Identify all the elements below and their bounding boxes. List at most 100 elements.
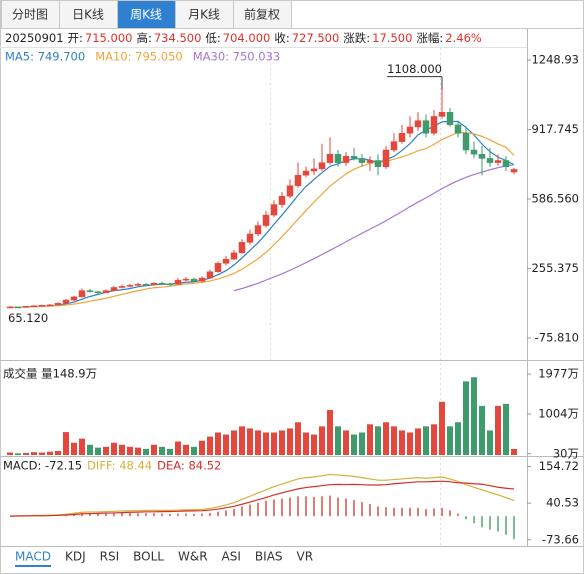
ma-line — [9, 120, 515, 308]
candle-body — [406, 126, 414, 134]
candle-body — [502, 160, 510, 168]
candle-body — [22, 306, 30, 308]
tab-label[interactable]: 分时图 — [12, 8, 48, 22]
indicator-tab[interactable]: VR — [297, 550, 314, 564]
macd-legend: DIFF: 48.44 — [87, 459, 152, 473]
volume-bar — [271, 432, 277, 455]
low-label: 65.120 — [8, 311, 48, 325]
candle-body — [118, 286, 126, 288]
info-value: 715.000 — [85, 31, 133, 45]
candle-body — [510, 169, 518, 173]
candle-body — [374, 160, 382, 168]
tab-label[interactable]: 周K线 — [130, 8, 162, 22]
volume-bar — [87, 444, 93, 455]
candle-body — [94, 291, 102, 293]
candle-body — [246, 233, 254, 243]
tab[interactable] — [175, 0, 234, 29]
tab-label[interactable]: 日K线 — [72, 8, 104, 22]
ma-legend: MA30: 750.033 — [193, 50, 281, 64]
volume-bar — [151, 444, 157, 455]
candle-body — [214, 263, 222, 272]
candle-body — [318, 162, 326, 170]
ma-legend: MA10: 795.050 — [95, 50, 183, 64]
candle-body — [382, 149, 390, 168]
tab[interactable] — [117, 0, 176, 29]
macd-legend: MACD: -72.15 — [3, 459, 82, 473]
volume-bar — [39, 452, 45, 455]
candle-body — [390, 141, 398, 151]
indicator-tab[interactable]: ASI — [222, 550, 241, 564]
volume-bar — [15, 453, 21, 455]
indicator-tab[interactable]: MACD — [15, 550, 51, 564]
candle-body — [422, 120, 430, 134]
candle-body — [38, 305, 46, 307]
volume-bar — [503, 403, 509, 455]
candle-body — [334, 153, 342, 163]
dea-line — [9, 480, 515, 517]
indicator-tab[interactable]: KDJ — [65, 550, 86, 564]
candle-body — [198, 277, 206, 282]
volume-bar — [471, 377, 477, 455]
indicator-tab[interactable]: W&R — [178, 550, 208, 564]
y-tick-label: 1977万 — [538, 367, 579, 381]
indicator-tab[interactable]: BIAS — [255, 550, 283, 564]
volume-bar — [31, 452, 37, 455]
volume-bar — [407, 432, 413, 455]
ma-legend: MA5: 749.700 — [5, 50, 85, 64]
volume-bar — [359, 432, 365, 455]
candle-body — [470, 149, 478, 155]
candle-body — [478, 153, 486, 159]
candle-body — [270, 204, 278, 216]
volume-bar — [231, 430, 237, 455]
tab[interactable] — [59, 0, 118, 29]
candle-body — [54, 302, 62, 306]
volume-bar — [343, 430, 349, 455]
volume-bar — [311, 434, 317, 455]
candle-body — [222, 258, 230, 264]
indicator-tab[interactable]: BOLL — [133, 550, 164, 564]
candle-body — [102, 290, 110, 293]
volume-bar — [367, 424, 373, 455]
y-tick-label: 1248.93 — [531, 52, 579, 66]
candle-body — [286, 185, 294, 197]
tab-label[interactable]: 前复权 — [244, 7, 280, 22]
info-value: 2.46% — [445, 31, 482, 45]
tab[interactable] — [233, 0, 292, 29]
candle-body — [110, 287, 118, 291]
indicator-tab[interactable]: RSI — [100, 550, 120, 564]
volume-bar — [127, 446, 133, 455]
tab-label[interactable]: 月K线 — [188, 8, 220, 22]
candle-body — [430, 116, 438, 134]
candle-body — [398, 132, 406, 142]
volume-bar — [159, 446, 165, 455]
volume-bar — [247, 428, 253, 455]
y-tick-label: 917.745 — [531, 122, 579, 136]
volume-bar — [135, 447, 141, 455]
volume-bar — [111, 442, 117, 455]
volume-bar — [439, 401, 445, 455]
candle-body — [150, 283, 158, 285]
volume-bar — [335, 426, 341, 455]
candle-body — [326, 153, 334, 163]
info-label: 收: — [274, 31, 289, 45]
ma-line — [9, 131, 515, 308]
volume-bar — [319, 426, 325, 455]
info-value: 17.500 — [372, 31, 412, 45]
info-value: 704.000 — [223, 31, 271, 45]
volume-bar — [287, 428, 293, 455]
y-tick-label: -75.810 — [535, 331, 579, 345]
candle-body — [238, 242, 246, 254]
candle-body — [6, 306, 14, 309]
info-date: 20250901 — [5, 31, 64, 45]
volume-bar — [423, 426, 429, 455]
candle-body — [70, 296, 78, 301]
volume-bar — [95, 447, 101, 455]
tab[interactable] — [1, 0, 60, 29]
candle-body — [302, 170, 310, 176]
volume-bar — [215, 432, 221, 455]
volume-bar — [239, 426, 245, 455]
volume-bar — [351, 434, 357, 455]
info-label: 高: — [136, 31, 151, 45]
